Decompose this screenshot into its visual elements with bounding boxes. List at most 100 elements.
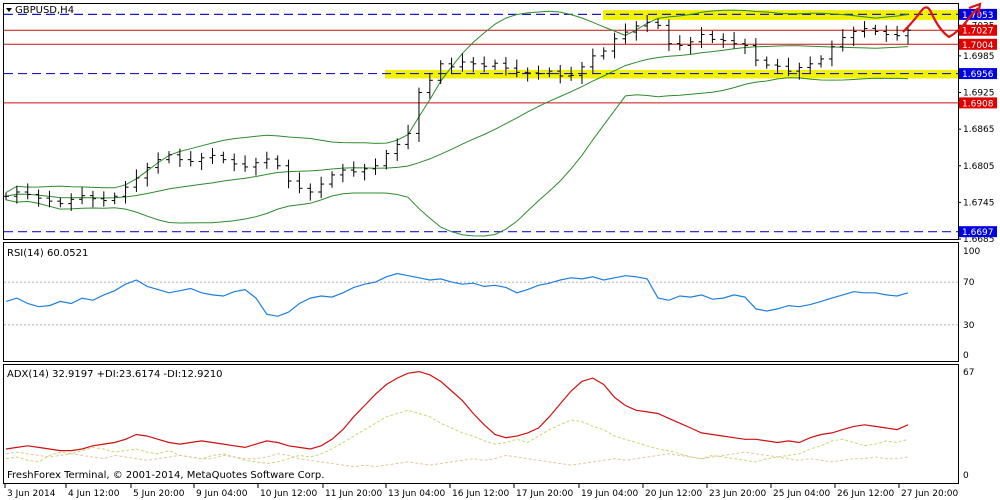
time-tick-label: 3 Jun 2014 (7, 489, 56, 499)
main-panel-title: GBPUSD,H4 (15, 5, 74, 16)
price-bar (655, 18, 662, 30)
copyright-footer: FreshForex Terminal, © 2001-2014, MetaQu… (7, 470, 324, 481)
price-bar (568, 66, 575, 81)
price-bar (785, 57, 792, 77)
price-bar (633, 21, 640, 41)
price-bar (187, 151, 194, 167)
price-bar (535, 65, 542, 80)
price-tick-label: 1.6685 (963, 235, 995, 245)
adx-level-label: 0 (963, 471, 969, 481)
time-tick-label: 20 Jun 12:00 (645, 489, 702, 499)
price-bar (502, 57, 509, 76)
rsi-panel-frame (3, 242, 959, 362)
triangle-down-icon[interactable] (6, 8, 12, 12)
time-tick-label: 17 Jun 20:00 (516, 489, 573, 499)
time-tick-label: 4 Jun 12:00 (68, 489, 120, 499)
price-bar (426, 72, 433, 99)
price-level-badge: 1.6697 (959, 226, 997, 238)
price-bar (350, 161, 357, 177)
price-bar (763, 56, 770, 69)
price-bar (807, 56, 814, 74)
time-tick-label: 25 Jun 04:00 (773, 489, 830, 499)
rsi-level-label: 100 (963, 247, 980, 257)
price-bar (883, 25, 890, 42)
price-bar (339, 163, 346, 183)
price-bar (263, 151, 270, 169)
time-tick-label: 16 Jun 12:00 (452, 489, 509, 499)
price-bar (318, 176, 325, 199)
price-level-badge-text: 1.7004 (962, 41, 994, 51)
price-bar (796, 62, 803, 80)
price-bar (209, 148, 216, 164)
adx-panel-frame (3, 364, 959, 484)
price-bar (307, 183, 314, 201)
main-panel-frame (3, 3, 959, 240)
forecast-arrowhead (968, 2, 982, 17)
price-level-badge: 1.6956 (959, 68, 997, 80)
time-tick-label: 11 Jun 20:00 (325, 489, 382, 499)
time-tick-label: 10 Jun 12:00 (260, 489, 317, 499)
price-bar (111, 192, 118, 205)
price-bar (100, 191, 107, 207)
price-level-badge-bg (959, 24, 997, 36)
price-bar (839, 29, 846, 52)
time-tick-label: 26 Jun 12:00 (837, 489, 894, 499)
price-level-badge: 1.7027 (959, 24, 997, 37)
price-bar (731, 32, 738, 49)
support-resistance-zone (603, 10, 958, 20)
price-bar (274, 155, 281, 170)
price-bar (242, 155, 249, 172)
price-bar (676, 35, 683, 51)
price-bar (524, 67, 531, 82)
price-bar (557, 65, 564, 84)
price-bar (600, 47, 607, 60)
price-bar (687, 36, 694, 55)
rsi-level-label: 30 (963, 321, 975, 331)
price-bar (894, 25, 901, 41)
price-tick-label: 1.6925 (963, 89, 995, 99)
price-bar (448, 57, 455, 75)
price-level-badge-text: 1.7027 (962, 27, 994, 37)
price-bar (470, 57, 477, 73)
rsi-line (5, 272, 909, 317)
price-tick-label: 1.6985 (963, 52, 995, 62)
price-bar (698, 27, 705, 48)
price-bar (861, 21, 868, 38)
price-bar (24, 183, 31, 200)
price-bar (220, 151, 227, 164)
price-bar (89, 190, 96, 208)
price-bar (578, 61, 585, 84)
price-bar (372, 158, 379, 175)
price-bar (296, 172, 303, 194)
time-tick-label: 19 Jun 04:00 (581, 489, 638, 499)
price-bar (622, 23, 629, 44)
adx-level-label: 67 (963, 368, 974, 378)
price-tick-label: 1.6805 (963, 162, 995, 172)
price-bar (872, 24, 879, 36)
price-bar (13, 185, 20, 204)
price-bar (459, 53, 466, 72)
price-bar (589, 48, 596, 73)
price-bar (383, 149, 390, 170)
price-bar (394, 138, 401, 161)
price-bar (231, 153, 238, 172)
adx-line (5, 370, 909, 452)
price-tick-label: 1.6865 (963, 125, 995, 135)
price-level-badge-text: 1.6697 (962, 228, 994, 238)
rsi-level-label: 70 (963, 278, 975, 288)
price-bar (828, 40, 835, 67)
price-bar (176, 148, 183, 167)
support-resistance-zone (385, 69, 958, 79)
adx-panel-label: ADX(14) 32.9197 +DI:23.6174 -DI:12.9210 (7, 369, 223, 380)
price-level-badge-text: 1.6908 (962, 99, 994, 109)
price-bar (611, 32, 618, 59)
time-tick-label: 27 Jun 20:00 (901, 489, 958, 499)
price-bar (252, 157, 259, 176)
price-bar (513, 59, 520, 78)
price-level-badge-bg (959, 38, 997, 50)
price-bar (644, 14, 651, 33)
time-tick-label: 13 Jun 04:00 (388, 489, 445, 499)
price-bar (68, 193, 75, 211)
time-tick-label: 23 Jun 20:00 (709, 489, 766, 499)
